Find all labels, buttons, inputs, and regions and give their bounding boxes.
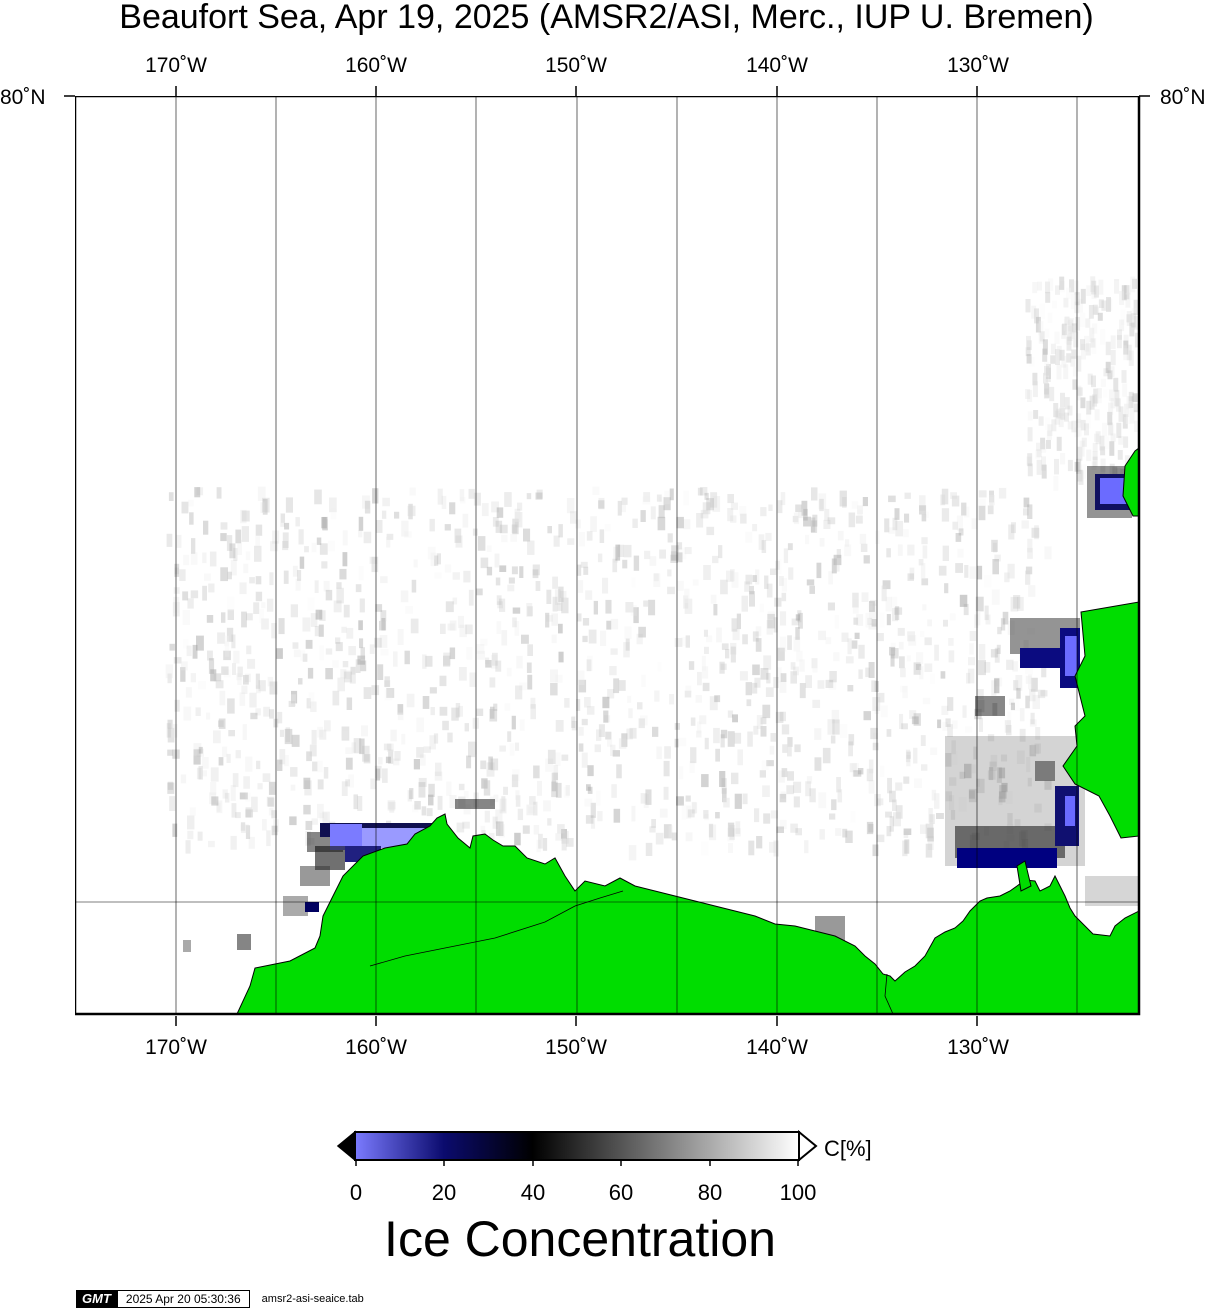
ice-concentration-layer xyxy=(165,276,1139,952)
colorbar-tick-0: 0 xyxy=(349,1180,363,1205)
lon-label-bottom-170w: 170˚W xyxy=(145,1036,207,1059)
footer: GMT 2025 Apr 20 05:30:36 amsr2-asi-seaic… xyxy=(76,1290,364,1308)
sea-ice-map xyxy=(75,96,1141,1016)
lon-label-top-150w: 150˚W xyxy=(545,54,607,77)
victoria-island-land xyxy=(1062,601,1139,839)
ice-patch-mackenzie xyxy=(945,696,1085,868)
lon-label-bottom-130w: 130˚W xyxy=(947,1036,1009,1059)
ice-patch-amundsen-gulf xyxy=(1010,618,1080,688)
ice-patch-banks-island xyxy=(1087,466,1135,518)
map-frame xyxy=(75,96,1141,1016)
lon-label-top-170w: 170˚W xyxy=(145,54,207,77)
ice-patch-chukchi xyxy=(183,799,495,952)
banks-island-land xyxy=(1122,447,1139,517)
ice-patch-coastal-east xyxy=(815,876,1139,946)
graticule xyxy=(75,96,1139,1014)
colorbar-tick-20: 20 xyxy=(431,1180,457,1205)
colorbar-tick-40: 40 xyxy=(520,1180,546,1205)
timestamp: 2025 Apr 20 05:30:36 xyxy=(116,1290,250,1308)
alaska-interior-line xyxy=(884,973,894,1014)
colorbar-title: Ice Concentration xyxy=(384,1211,776,1267)
colorbar-high-arrow xyxy=(798,1129,818,1163)
lon-label-top-140w: 140˚W xyxy=(746,54,808,77)
lat-label-right-80n: 80˚N xyxy=(1160,86,1206,109)
land-layer xyxy=(236,447,1139,1014)
lon-label-bottom-150w: 150˚W xyxy=(545,1036,607,1059)
alaska-border-line xyxy=(369,890,624,967)
lon-label-bottom-160w: 160˚W xyxy=(345,1036,407,1059)
gmt-logo: GMT xyxy=(76,1290,117,1308)
colorbar-low-arrow xyxy=(336,1130,356,1162)
colorbar xyxy=(336,1129,818,1166)
map-title: Beaufort Sea, Apr 19, 2025 (AMSR2/ASI, M… xyxy=(119,0,1094,36)
source-filename: amsr2-asi-seaice.tab xyxy=(261,1293,364,1305)
colorbar-tick-60: 60 xyxy=(608,1180,634,1205)
colorbar-gradient xyxy=(354,1131,800,1161)
alaska-land xyxy=(236,813,1139,1014)
lat-label-left-80n: 80˚N xyxy=(0,86,46,109)
frame-ticks xyxy=(64,86,1150,1026)
lon-label-top-160w: 160˚W xyxy=(345,54,407,77)
colorbar-tick-80: 80 xyxy=(697,1180,723,1205)
colorbar-tick-100: 100 xyxy=(779,1180,817,1205)
coastal-islands xyxy=(1016,860,1032,892)
lon-label-bottom-140w: 140˚W xyxy=(746,1036,808,1059)
lon-label-top-130w: 130˚W xyxy=(947,54,1009,77)
colorbar-unit: C[%] xyxy=(824,1136,872,1161)
